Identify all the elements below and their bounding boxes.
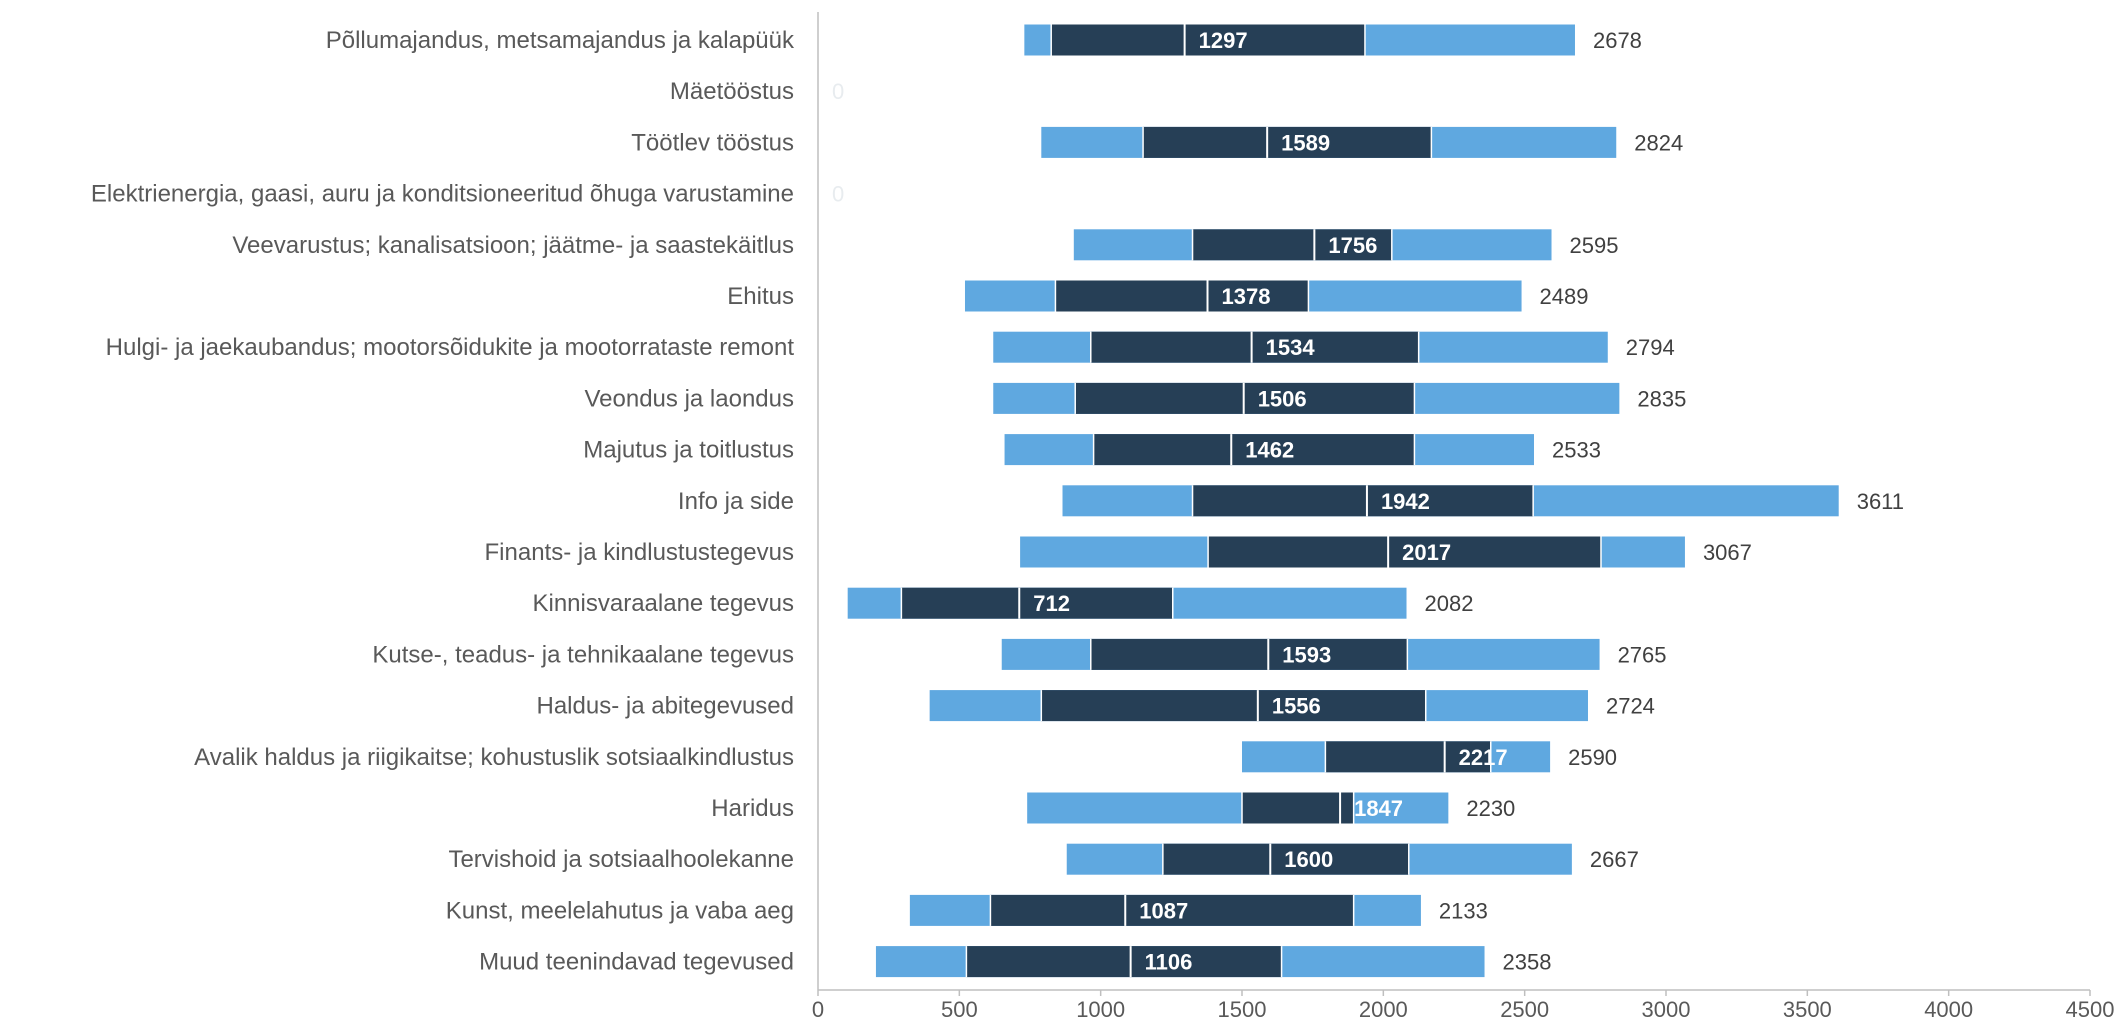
x-tick-label: 1000 bbox=[1076, 997, 1125, 1022]
median-data-label: 1087 bbox=[1139, 898, 1188, 923]
x-tick-label: 2000 bbox=[1359, 997, 1408, 1022]
x-tick-label: 500 bbox=[941, 997, 978, 1022]
category-label: Majutus ja toitlustus bbox=[583, 437, 794, 464]
max-data-label: 2133 bbox=[1439, 898, 1488, 923]
max-data-label: 2824 bbox=[1634, 130, 1683, 155]
x-tick-label: 2500 bbox=[1500, 997, 1549, 1022]
median-data-label: 1589 bbox=[1281, 130, 1330, 155]
max-data-label: 2082 bbox=[1425, 591, 1474, 616]
median-data-label: 1600 bbox=[1284, 847, 1333, 872]
max-data-label: 3067 bbox=[1703, 540, 1752, 565]
median-data-label: 1378 bbox=[1222, 284, 1271, 309]
inner-range-bar bbox=[1162, 843, 1409, 875]
x-tick-label: 3500 bbox=[1783, 997, 1832, 1022]
category-label: Mäetööstus bbox=[670, 78, 794, 105]
bar-series bbox=[847, 24, 1839, 978]
max-data-label: 2489 bbox=[1540, 284, 1589, 309]
median-data-label: 1297 bbox=[1199, 28, 1248, 53]
x-axis: 0 500 1000 1500 2000 2500 3000 3500 4000 4500 bbox=[812, 12, 2115, 1022]
category-label: Muud teenindavad tegevused bbox=[479, 949, 794, 976]
inner-range-bar bbox=[901, 587, 1173, 619]
median-data-label: 1106 bbox=[1145, 950, 1193, 975]
category-label: Veevarustus; kanalisatsioon; jäätme- ja … bbox=[232, 232, 794, 259]
median-data-label: 1506 bbox=[1258, 386, 1307, 411]
max-data-label: 2358 bbox=[1503, 950, 1552, 975]
max-data-label: 2533 bbox=[1552, 438, 1601, 463]
category-label: Finants- ja kindlustustegevus bbox=[485, 539, 795, 566]
inner-range-bar bbox=[1208, 536, 1601, 568]
median-data-label: 1942 bbox=[1381, 489, 1430, 514]
category-label: Hulgi- ja jaekaubandus; mootorsõidukite … bbox=[106, 334, 795, 361]
category-labels: Põllumajandus, metsamajandus ja kalapüük… bbox=[91, 27, 795, 976]
x-tick-label: 1500 bbox=[1218, 997, 1267, 1022]
inner-range-bar bbox=[1143, 126, 1432, 158]
category-label: Kunst, meelelahutus ja vaba aeg bbox=[446, 897, 794, 924]
max-data-label: 2794 bbox=[1626, 335, 1675, 360]
inner-range-bar bbox=[1051, 24, 1365, 56]
median-data-label: 1556 bbox=[1272, 694, 1321, 719]
inner-range-bar bbox=[1192, 229, 1392, 261]
inner-range-bar bbox=[1093, 434, 1415, 466]
x-tick-label: 4500 bbox=[2066, 997, 2115, 1022]
inner-range-bar bbox=[1090, 331, 1419, 363]
median-data-label: 1756 bbox=[1328, 233, 1377, 258]
max-data-label: 2667 bbox=[1590, 847, 1639, 872]
category-label: Kinnisvaraalane tegevus bbox=[532, 590, 794, 617]
category-label: Haldus- ja abitegevused bbox=[537, 693, 795, 720]
inner-range-bar bbox=[990, 894, 1354, 926]
category-label: Elektrienergia, gaasi, auru ja konditsio… bbox=[91, 181, 794, 208]
median-data-label: 1593 bbox=[1282, 642, 1331, 667]
category-label: Ehitus bbox=[727, 283, 794, 310]
max-data-label: 2835 bbox=[1637, 386, 1686, 411]
inner-range-bar bbox=[1055, 280, 1309, 312]
median-data-label: 1534 bbox=[1266, 335, 1316, 360]
inner-range-bar bbox=[1242, 792, 1354, 824]
median-data-label: 712 bbox=[1033, 591, 1070, 616]
category-label: Põllumajandus, metsamajandus ja kalapüük bbox=[326, 27, 795, 54]
max-data-label: 3611 bbox=[1857, 489, 1904, 514]
max-data-label: 2590 bbox=[1568, 745, 1617, 770]
max-data-label: 2595 bbox=[1570, 233, 1619, 258]
category-label: Kutse-, teadus- ja tehnikaalane tegevus bbox=[372, 641, 794, 668]
median-data-label: 2217 bbox=[1459, 745, 1508, 770]
median-data-label: 1847 bbox=[1354, 796, 1403, 821]
category-label: Töötlev tööstus bbox=[631, 129, 794, 156]
max-data-label: 2724 bbox=[1606, 694, 1655, 719]
data-labels: 1297 2678 0 1589 2824 0 1756 2595 1378 2489 1534 27… bbox=[832, 28, 1904, 975]
max-data-label: 2678 bbox=[1593, 28, 1642, 53]
x-tick-label: 0 bbox=[812, 997, 824, 1022]
category-label: Tervishoid ja sotsiaalhoolekanne bbox=[448, 846, 794, 873]
category-label: Veondus ja laondus bbox=[584, 385, 794, 412]
inner-range-bar bbox=[1075, 382, 1415, 414]
x-tick-label: 3000 bbox=[1642, 997, 1691, 1022]
category-label: Info ja side bbox=[678, 488, 794, 515]
x-tick-label: 4000 bbox=[1924, 997, 1973, 1022]
max-data-label: 2765 bbox=[1618, 642, 1667, 667]
zero-data-label: 0 bbox=[832, 79, 844, 104]
inner-range-bar bbox=[1090, 638, 1408, 670]
inner-range-bar bbox=[966, 946, 1282, 978]
inner-range-bar bbox=[1192, 485, 1534, 517]
max-data-label: 2230 bbox=[1466, 796, 1515, 821]
zero-data-label: 0 bbox=[832, 182, 844, 207]
category-label: Haridus bbox=[711, 795, 794, 822]
median-data-label: 1462 bbox=[1245, 438, 1294, 463]
category-label: Avalik haldus ja riigikaitse; kohustusli… bbox=[194, 744, 794, 771]
inner-range-bar bbox=[1041, 690, 1426, 722]
median-data-label: 2017 bbox=[1402, 540, 1451, 565]
inner-range-bar bbox=[1325, 741, 1491, 773]
outer-range-bar bbox=[1027, 792, 1449, 824]
